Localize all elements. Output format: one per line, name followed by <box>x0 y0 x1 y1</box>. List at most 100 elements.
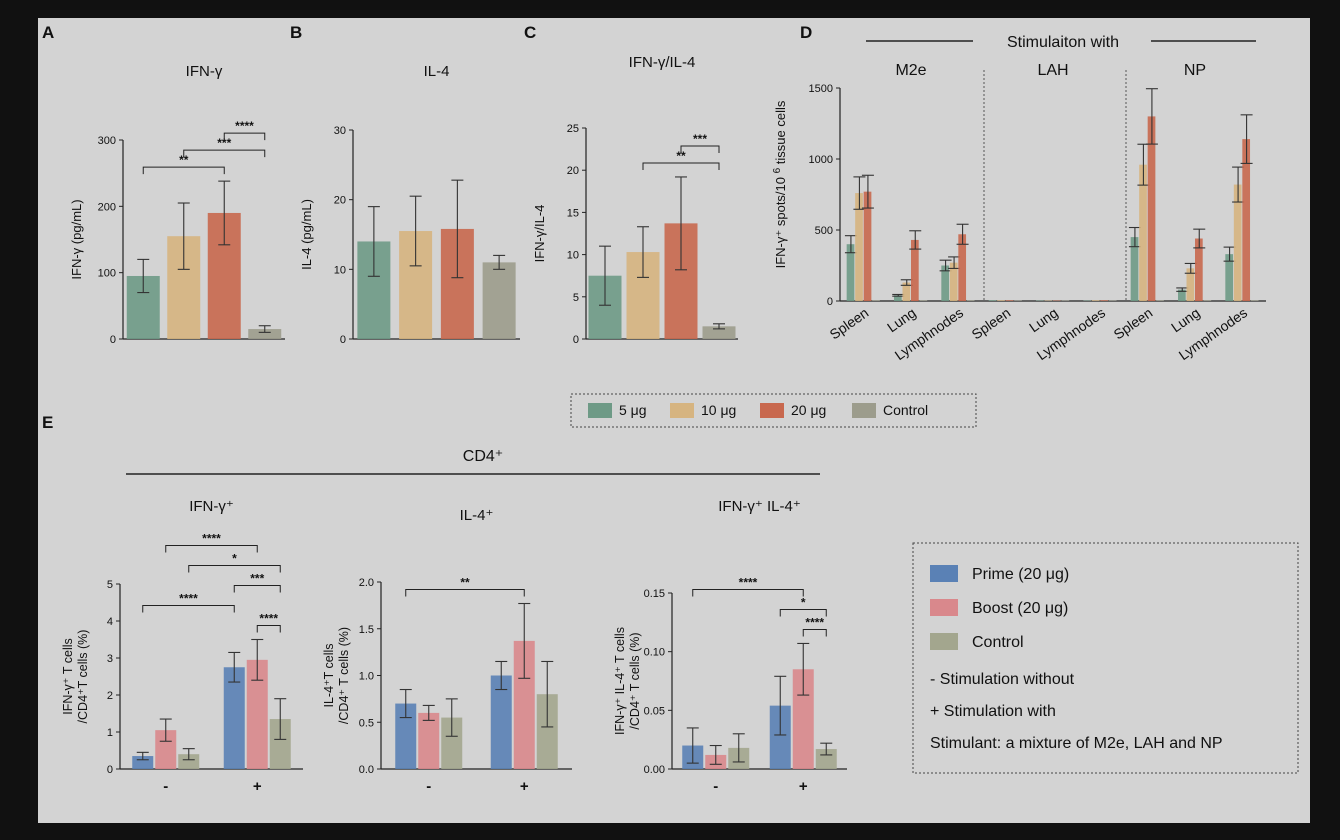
significance-bracket-C-0 <box>642 162 720 170</box>
bar-d-0-1 <box>894 295 902 301</box>
y-tick-label-B: 30 <box>334 125 346 137</box>
bar-C-3 <box>702 326 736 339</box>
bar-d-2-1 <box>911 239 919 301</box>
bar-E2-0-1 <box>490 675 512 769</box>
bar-d-1-5 <box>1091 300 1100 301</box>
significance-bracket-E3-0-label: **** <box>739 575 758 589</box>
x-category-E2-1: + <box>520 778 529 795</box>
legend-note-2: Stimulant: a mixture of M2e, LAH and NP <box>930 735 1223 752</box>
chart-title-E1: IFN-γ⁺ <box>189 498 234 515</box>
bar-d-2-7 <box>1195 238 1203 301</box>
stimulant-label-np: NP <box>1184 62 1206 79</box>
legend-swatch-bottom-2 <box>930 633 958 650</box>
significance-bracket-E1-3-label: **** <box>179 592 198 606</box>
significance-bracket-E3-2 <box>802 628 827 637</box>
bar-E2-2-0 <box>441 717 463 769</box>
significance-bracket-E1-1 <box>188 565 281 573</box>
significance-bracket-A-2-label: **** <box>235 119 254 133</box>
tissue-label-lung: Lung <box>1168 304 1203 335</box>
significance-bracket-E1-4-label: **** <box>259 612 278 626</box>
significance-bracket-E1-4 <box>256 625 281 633</box>
y-axis-label-E2-0: IL-4⁺T cells <box>322 643 336 707</box>
bar-d-3-6 <box>1156 300 1164 301</box>
y-axis-label-E2-1: /CD4⁺ T cells (%) <box>337 627 351 724</box>
legend-swatch-bottom-1 <box>930 599 958 616</box>
significance-bracket-E3-0 <box>692 588 804 597</box>
x-category-E3-1: + <box>799 778 808 795</box>
y-axis-label-E3-1: /CD4⁺ T cells (%) <box>628 632 642 729</box>
significance-bracket-A-2 <box>223 132 266 141</box>
bar-d-1-6 <box>1139 164 1147 301</box>
y-tick-label-E2: 1.0 <box>359 671 374 683</box>
y-tick-label-E1: 4 <box>107 616 113 628</box>
y-tick-label-C: 5 <box>573 292 579 304</box>
significance-bracket-E1-0 <box>165 545 258 553</box>
cd4-header: CD4⁺ <box>463 448 503 465</box>
significance-bracket-E1-1-label: * <box>232 552 237 566</box>
tissue-label-lung: Lung <box>884 304 919 335</box>
bar-E1-0-1 <box>223 667 245 769</box>
bar-E2-0-0 <box>395 703 417 769</box>
chart-title-A: IFN-γ <box>186 63 223 80</box>
bar-B-3 <box>482 262 516 339</box>
panel-letter-e: E <box>42 413 53 432</box>
y-axis-label-B: IL-4 (pg/mL) <box>299 199 314 270</box>
legend-label-top-2: 20 μg <box>791 402 826 418</box>
bar-d-1-8 <box>1233 184 1242 301</box>
significance-bracket-E2-0-label: ** <box>460 576 470 590</box>
tissue-label-spleen: Spleen <box>827 304 872 342</box>
y-tick-label-E1: 2 <box>107 690 113 702</box>
legend-note-0: - Stimulation without <box>930 671 1075 688</box>
significance-bracket-E3-1-label: * <box>801 595 806 609</box>
significance-bracket-E3-1 <box>779 608 827 617</box>
stimulant-label-lah: LAH <box>1037 62 1068 79</box>
y-tick-label-E2: 0.5 <box>359 717 374 729</box>
bar-d-1-7 <box>1186 268 1195 301</box>
y-tick-label-E1: 3 <box>107 653 113 665</box>
y-tick-label-D: 1500 <box>809 83 833 95</box>
legend-swatch-top-0 <box>588 403 612 418</box>
bar-d-0-6 <box>1130 237 1139 301</box>
y-tick-label-E2: 2.0 <box>359 577 374 589</box>
y-tick-label-B: 10 <box>334 264 346 276</box>
bar-d-3-0 <box>872 300 880 301</box>
bar-E2-2-1 <box>536 694 558 769</box>
y-tick-label-E1: 0 <box>107 764 113 776</box>
y-tick-label-C: 10 <box>567 250 579 262</box>
bar-d-1-1 <box>902 282 911 301</box>
y-tick-label-A: 100 <box>98 268 116 280</box>
legend-swatch-top-1 <box>670 403 694 418</box>
bar-E2-1-1 <box>513 640 535 769</box>
bar-d-0-7 <box>1178 289 1186 301</box>
y-tick-label-C: 0 <box>573 334 579 346</box>
y-tick-label-C: 15 <box>567 207 579 219</box>
bar-E3-1-1 <box>792 669 814 769</box>
legend-box-bottom <box>912 542 1299 774</box>
y-tick-label-B: 0 <box>340 334 346 346</box>
significance-bracket-A-0-label: ** <box>179 153 189 167</box>
y-tick-label-A: 0 <box>110 334 116 346</box>
bar-d-3-8 <box>1250 300 1259 301</box>
x-category-E3-0: - <box>713 778 718 795</box>
legend-label-bottom-2: Control <box>972 634 1024 651</box>
significance-bracket-E1-2 <box>233 585 281 593</box>
chart-title-B: IL-4 <box>424 63 450 80</box>
bar-d-0-3 <box>988 300 997 301</box>
y-tick-label-A: 200 <box>98 201 116 213</box>
y-tick-label-E2: 0.0 <box>359 764 374 776</box>
y-tick-label-D: 500 <box>815 225 833 237</box>
significance-bracket-C-1 <box>680 145 720 153</box>
legend-label-top-3: Control <box>883 402 928 418</box>
bar-A-3 <box>248 329 282 339</box>
y-axis-label-d: IFN-γ⁺ spots/10 6 tissue cells <box>772 100 788 268</box>
y-tick-label-C: 25 <box>567 123 579 135</box>
figure-panel: A B C D E 0 100 200 300 IFN-γ (pg/mL) IFN-γ ** *** **… <box>38 18 1310 823</box>
bar-d-2-2 <box>958 234 967 301</box>
legend-swatch-top-3 <box>852 403 876 418</box>
y-axis-label-A: IFN-γ (pg/mL) <box>69 199 84 279</box>
y-tick-label-E1: 1 <box>107 727 113 739</box>
bar-d-3-1 <box>919 300 928 301</box>
y-tick-label-E3: 0.05 <box>644 705 665 717</box>
bar-E3-0-1 <box>769 705 791 769</box>
bar-d-1-2 <box>949 262 958 301</box>
